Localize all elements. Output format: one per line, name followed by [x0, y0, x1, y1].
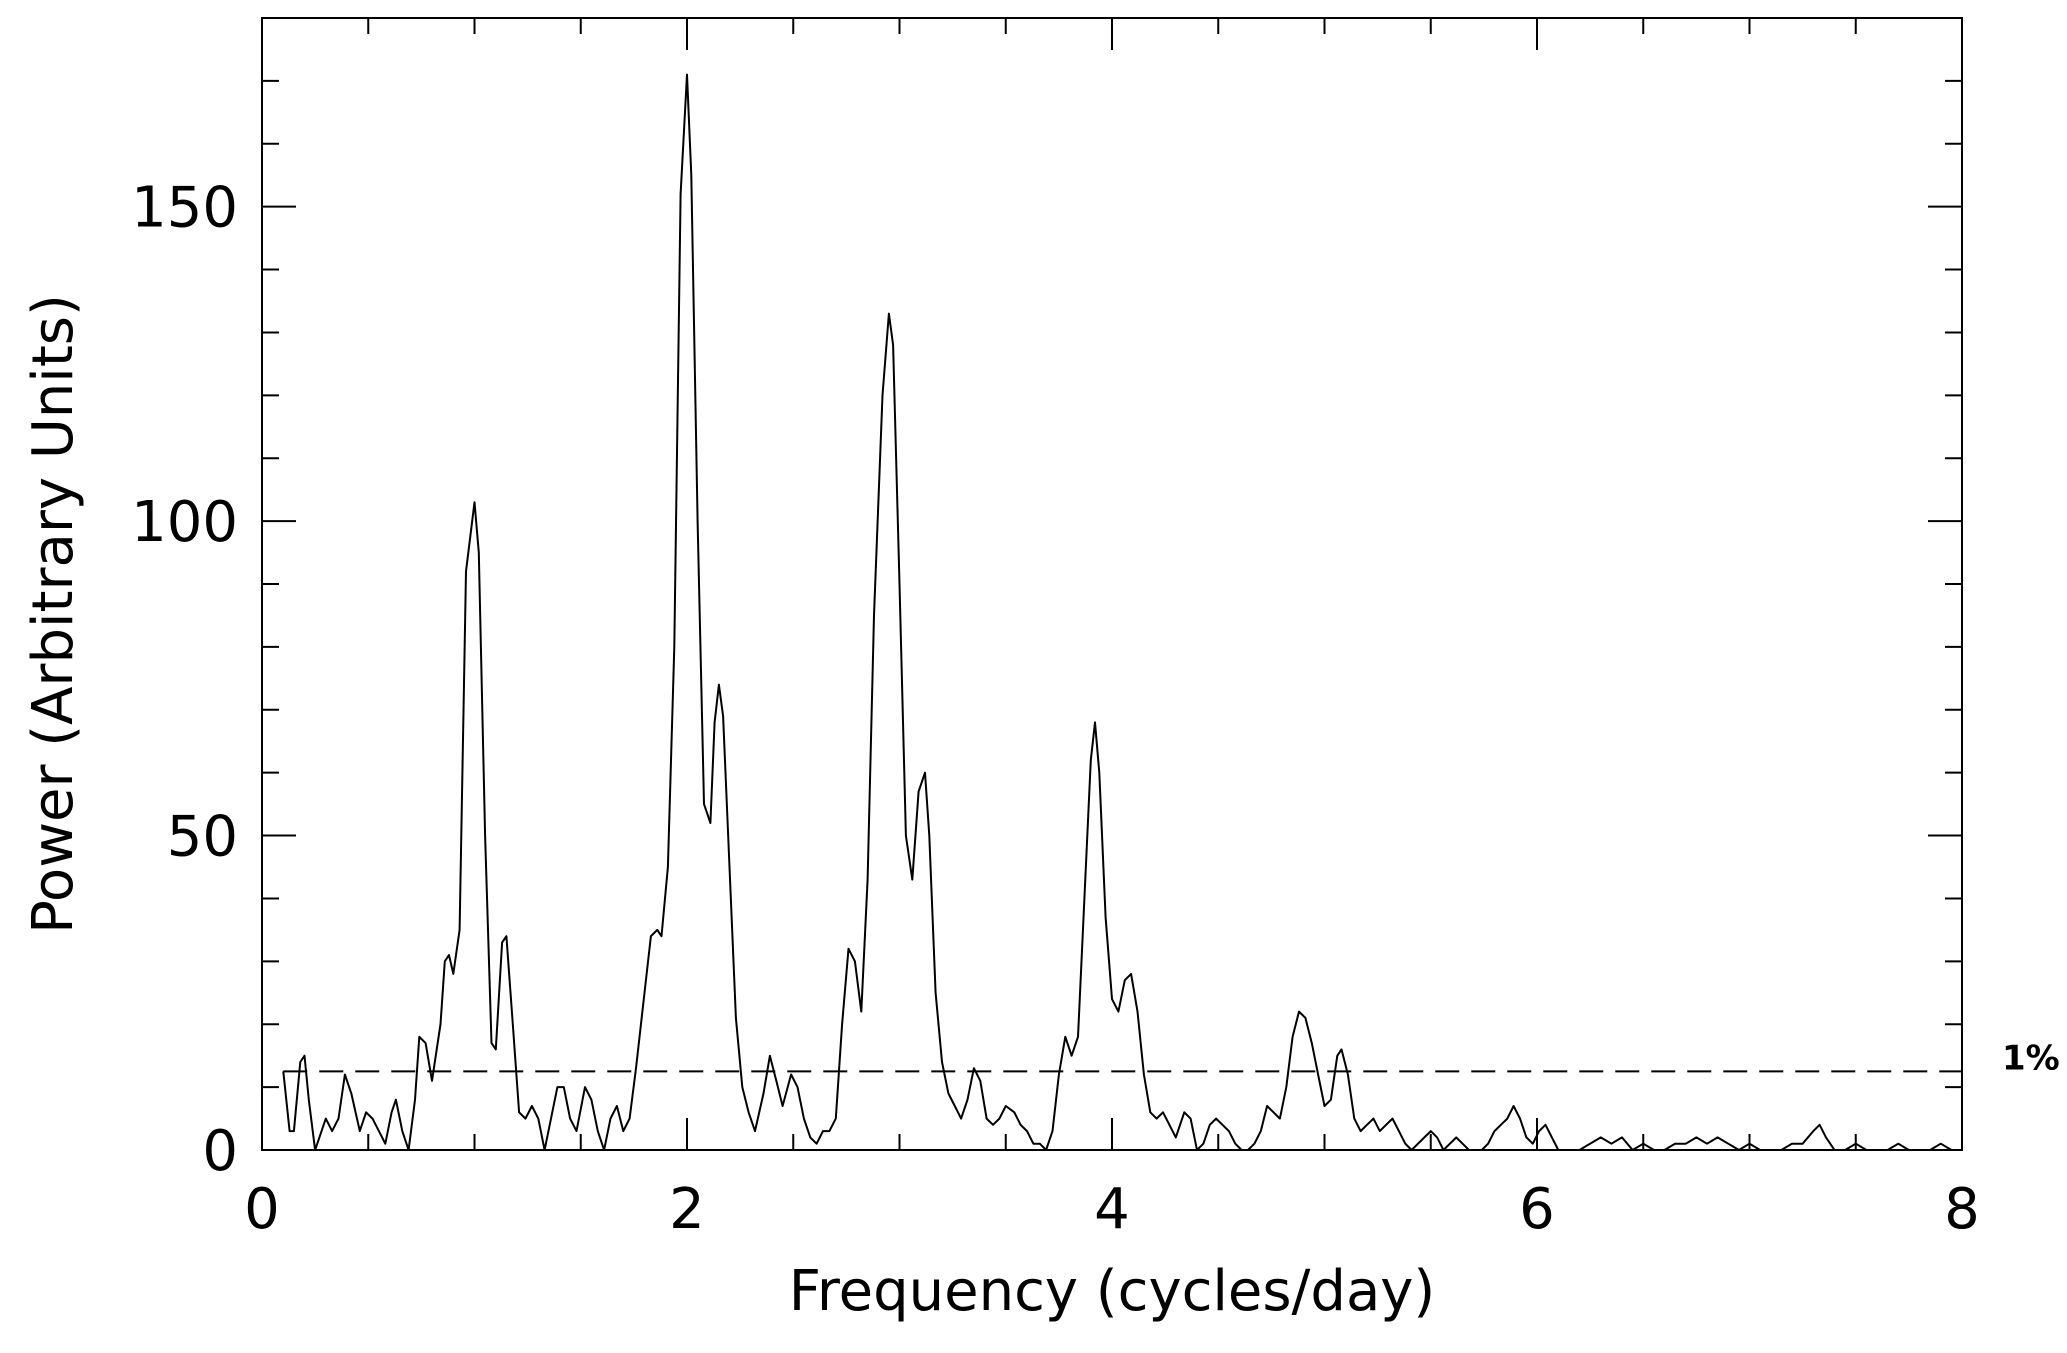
y-tick-label: 150: [131, 176, 238, 241]
series-line: [282, 73, 1962, 1151]
x-tick-label: 0: [244, 1177, 280, 1242]
x-axis-label: Frequency (cycles/day): [789, 1259, 1436, 1324]
threshold-label: 1%: [2002, 1038, 2060, 1078]
x-tick-label: 4: [1094, 1177, 1130, 1242]
y-axis-label: Power (Arbitrary Units): [21, 294, 86, 934]
x-tick-label: 8: [1944, 1177, 1980, 1242]
axis-ticks: [261, 18, 1963, 1150]
plot-frame: [261, 17, 1963, 1151]
x-tick-label: 2: [669, 1177, 705, 1242]
tick-labels: 0 2 4 6 8 0 50 100 150: [131, 176, 1980, 1242]
y-tick-label: 50: [167, 805, 238, 870]
y-tick-label: 0: [202, 1119, 238, 1184]
y-tick-label: 100: [131, 490, 238, 555]
x-tick-label: 6: [1519, 1177, 1555, 1242]
